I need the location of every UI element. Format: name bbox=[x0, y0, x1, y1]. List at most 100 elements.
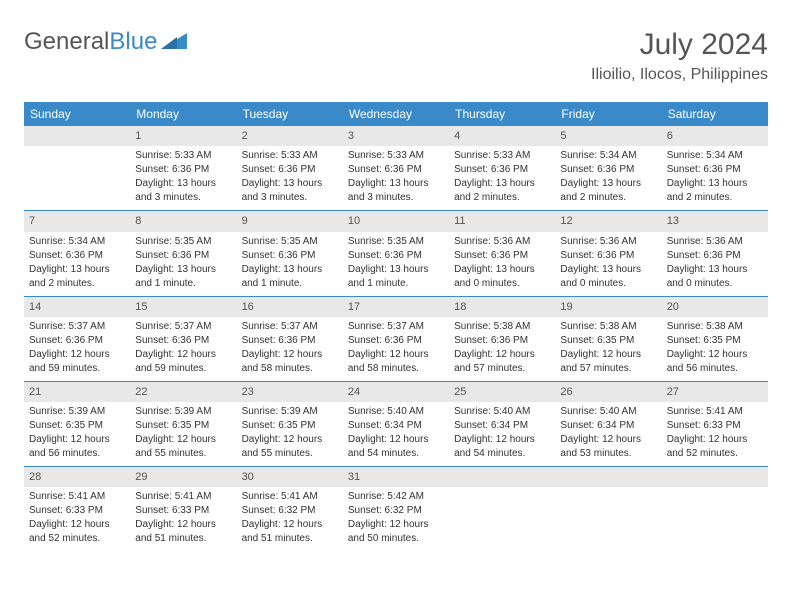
day-cell: 21Sunrise: 5:39 AMSunset: 6:35 PMDayligh… bbox=[24, 382, 130, 466]
day-number: 6 bbox=[662, 126, 768, 146]
day-number: 8 bbox=[130, 211, 236, 231]
daylight-line-1: Daylight: 12 hours bbox=[135, 348, 231, 361]
sunset-text: Sunset: 6:35 PM bbox=[135, 419, 231, 432]
weekday-header: Thursday bbox=[449, 102, 555, 126]
day-cell: 29Sunrise: 5:41 AMSunset: 6:33 PMDayligh… bbox=[130, 467, 236, 551]
day-info: Sunrise: 5:40 AMSunset: 6:34 PMDaylight:… bbox=[449, 402, 555, 466]
day-number: 14 bbox=[24, 297, 130, 317]
weekday-header: Wednesday bbox=[343, 102, 449, 126]
sunrise-text: Sunrise: 5:34 AM bbox=[29, 235, 125, 248]
sunrise-text: Sunrise: 5:35 AM bbox=[135, 235, 231, 248]
daylight-line-1: Daylight: 12 hours bbox=[454, 433, 550, 446]
sunset-text: Sunset: 6:35 PM bbox=[242, 419, 338, 432]
day-info: Sunrise: 5:34 AMSunset: 6:36 PMDaylight:… bbox=[24, 232, 130, 296]
day-cell: 4Sunrise: 5:33 AMSunset: 6:36 PMDaylight… bbox=[449, 126, 555, 210]
day-info: Sunrise: 5:36 AMSunset: 6:36 PMDaylight:… bbox=[449, 232, 555, 296]
day-info: Sunrise: 5:36 AMSunset: 6:36 PMDaylight:… bbox=[662, 232, 768, 296]
day-cell: 24Sunrise: 5:40 AMSunset: 6:34 PMDayligh… bbox=[343, 382, 449, 466]
daylight-line-2: and 2 minutes. bbox=[667, 191, 763, 204]
day-number: 2 bbox=[237, 126, 343, 146]
sunrise-text: Sunrise: 5:37 AM bbox=[29, 320, 125, 333]
day-cell: 6Sunrise: 5:34 AMSunset: 6:36 PMDaylight… bbox=[662, 126, 768, 210]
weekday-header: Friday bbox=[555, 102, 661, 126]
daylight-line-2: and 58 minutes. bbox=[242, 362, 338, 375]
logo-text-1: General bbox=[24, 28, 109, 56]
day-info: Sunrise: 5:41 AMSunset: 6:33 PMDaylight:… bbox=[662, 402, 768, 466]
daylight-line-1: Daylight: 12 hours bbox=[135, 518, 231, 531]
empty-cell bbox=[24, 126, 130, 210]
daylight-line-1: Daylight: 12 hours bbox=[242, 433, 338, 446]
sunset-text: Sunset: 6:36 PM bbox=[135, 249, 231, 262]
day-info: Sunrise: 5:36 AMSunset: 6:36 PMDaylight:… bbox=[555, 232, 661, 296]
title-block: July 2024 Ilioilio, Ilocos, Philippines bbox=[591, 28, 768, 84]
sunrise-text: Sunrise: 5:39 AM bbox=[135, 405, 231, 418]
daylight-line-2: and 0 minutes. bbox=[560, 277, 656, 290]
daylight-line-1: Daylight: 12 hours bbox=[348, 433, 444, 446]
day-number: 10 bbox=[343, 211, 449, 231]
day-number: 22 bbox=[130, 382, 236, 402]
day-cell: 25Sunrise: 5:40 AMSunset: 6:34 PMDayligh… bbox=[449, 382, 555, 466]
day-cell: 7Sunrise: 5:34 AMSunset: 6:36 PMDaylight… bbox=[24, 211, 130, 295]
sunset-text: Sunset: 6:35 PM bbox=[560, 334, 656, 347]
weekday-header: Saturday bbox=[662, 102, 768, 126]
day-cell: 31Sunrise: 5:42 AMSunset: 6:32 PMDayligh… bbox=[343, 467, 449, 551]
day-info: Sunrise: 5:40 AMSunset: 6:34 PMDaylight:… bbox=[343, 402, 449, 466]
day-number: 19 bbox=[555, 297, 661, 317]
day-info: Sunrise: 5:41 AMSunset: 6:32 PMDaylight:… bbox=[237, 487, 343, 551]
sunrise-text: Sunrise: 5:36 AM bbox=[560, 235, 656, 248]
daylight-line-1: Daylight: 13 hours bbox=[560, 263, 656, 276]
daylight-line-2: and 2 minutes. bbox=[454, 191, 550, 204]
week-row: 1Sunrise: 5:33 AMSunset: 6:36 PMDaylight… bbox=[24, 126, 768, 210]
day-info: Sunrise: 5:38 AMSunset: 6:35 PMDaylight:… bbox=[662, 317, 768, 381]
empty-daynum bbox=[662, 467, 768, 487]
logo-triangle-icon bbox=[161, 28, 187, 56]
daylight-line-2: and 51 minutes. bbox=[242, 532, 338, 545]
daylight-line-2: and 54 minutes. bbox=[348, 447, 444, 460]
sunrise-text: Sunrise: 5:36 AM bbox=[454, 235, 550, 248]
sunrise-text: Sunrise: 5:40 AM bbox=[348, 405, 444, 418]
day-cell: 2Sunrise: 5:33 AMSunset: 6:36 PMDaylight… bbox=[237, 126, 343, 210]
day-cell: 19Sunrise: 5:38 AMSunset: 6:35 PMDayligh… bbox=[555, 297, 661, 381]
daylight-line-1: Daylight: 12 hours bbox=[242, 518, 338, 531]
day-number: 3 bbox=[343, 126, 449, 146]
day-number: 5 bbox=[555, 126, 661, 146]
day-info: Sunrise: 5:38 AMSunset: 6:35 PMDaylight:… bbox=[555, 317, 661, 381]
sunrise-text: Sunrise: 5:41 AM bbox=[135, 490, 231, 503]
daylight-line-1: Daylight: 13 hours bbox=[348, 177, 444, 190]
daylight-line-2: and 51 minutes. bbox=[135, 532, 231, 545]
sunrise-text: Sunrise: 5:36 AM bbox=[667, 235, 763, 248]
sunrise-text: Sunrise: 5:33 AM bbox=[348, 149, 444, 162]
sunrise-text: Sunrise: 5:33 AM bbox=[242, 149, 338, 162]
daylight-line-2: and 2 minutes. bbox=[29, 277, 125, 290]
week-row: 21Sunrise: 5:39 AMSunset: 6:35 PMDayligh… bbox=[24, 381, 768, 466]
day-number: 23 bbox=[237, 382, 343, 402]
day-info: Sunrise: 5:33 AMSunset: 6:36 PMDaylight:… bbox=[130, 146, 236, 210]
sunset-text: Sunset: 6:36 PM bbox=[242, 334, 338, 347]
month-title: July 2024 bbox=[591, 28, 768, 62]
daylight-line-2: and 1 minute. bbox=[242, 277, 338, 290]
sunset-text: Sunset: 6:36 PM bbox=[348, 163, 444, 176]
empty-cell bbox=[662, 467, 768, 551]
daylight-line-2: and 3 minutes. bbox=[242, 191, 338, 204]
daylight-line-1: Daylight: 12 hours bbox=[560, 433, 656, 446]
daylight-line-2: and 59 minutes. bbox=[29, 362, 125, 375]
day-info: Sunrise: 5:34 AMSunset: 6:36 PMDaylight:… bbox=[662, 146, 768, 210]
daylight-line-1: Daylight: 12 hours bbox=[29, 433, 125, 446]
sunset-text: Sunset: 6:36 PM bbox=[29, 249, 125, 262]
day-cell: 22Sunrise: 5:39 AMSunset: 6:35 PMDayligh… bbox=[130, 382, 236, 466]
daylight-line-1: Daylight: 12 hours bbox=[348, 348, 444, 361]
sunrise-text: Sunrise: 5:37 AM bbox=[348, 320, 444, 333]
sunset-text: Sunset: 6:35 PM bbox=[667, 334, 763, 347]
day-number: 17 bbox=[343, 297, 449, 317]
day-cell: 13Sunrise: 5:36 AMSunset: 6:36 PMDayligh… bbox=[662, 211, 768, 295]
day-cell: 5Sunrise: 5:34 AMSunset: 6:36 PMDaylight… bbox=[555, 126, 661, 210]
day-cell: 15Sunrise: 5:37 AMSunset: 6:36 PMDayligh… bbox=[130, 297, 236, 381]
day-info: Sunrise: 5:40 AMSunset: 6:34 PMDaylight:… bbox=[555, 402, 661, 466]
day-info: Sunrise: 5:34 AMSunset: 6:36 PMDaylight:… bbox=[555, 146, 661, 210]
day-cell: 17Sunrise: 5:37 AMSunset: 6:36 PMDayligh… bbox=[343, 297, 449, 381]
daylight-line-2: and 0 minutes. bbox=[454, 277, 550, 290]
empty-daynum bbox=[449, 467, 555, 487]
sunrise-text: Sunrise: 5:34 AM bbox=[667, 149, 763, 162]
calendar-page: GeneralBlue July 2024 Ilioilio, Ilocos, … bbox=[0, 0, 792, 571]
sunset-text: Sunset: 6:32 PM bbox=[348, 504, 444, 517]
